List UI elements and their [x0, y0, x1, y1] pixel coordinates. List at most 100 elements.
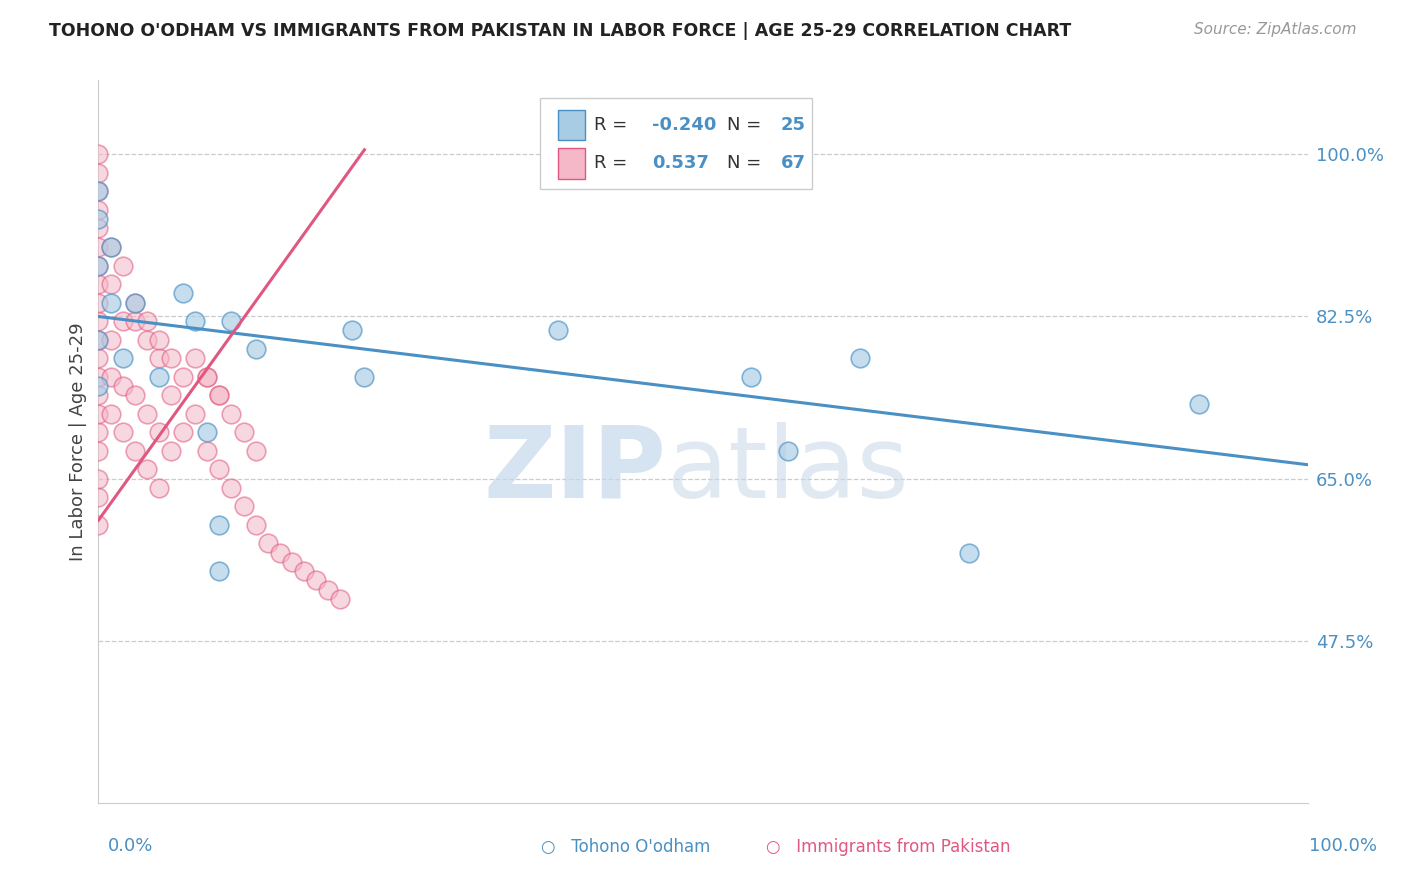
Point	[148, 425, 170, 440]
Point	[232, 425, 254, 440]
Point	[111, 314, 134, 328]
Point	[87, 425, 110, 440]
Point	[740, 369, 762, 384]
Point	[281, 555, 304, 569]
Point	[256, 536, 278, 550]
Point	[87, 379, 110, 393]
Point	[87, 259, 110, 273]
Point	[160, 388, 183, 402]
Point	[124, 295, 146, 310]
Point	[100, 295, 122, 310]
Point	[184, 314, 207, 328]
Text: ○   Tohono O'odham: ○ Tohono O'odham	[541, 838, 710, 856]
Text: 0.0%: 0.0%	[108, 837, 153, 855]
Point	[124, 388, 146, 402]
Point	[160, 351, 183, 366]
Point	[135, 462, 157, 476]
Text: TOHONO O'ODHAM VS IMMIGRANTS FROM PAKISTAN IN LABOR FORCE | AGE 25-29 CORRELATIO: TOHONO O'ODHAM VS IMMIGRANTS FROM PAKIST…	[49, 22, 1071, 40]
Text: N =: N =	[727, 154, 768, 172]
Point	[100, 333, 122, 347]
Point	[87, 185, 110, 199]
Point	[547, 323, 569, 337]
Point	[776, 443, 799, 458]
Point	[305, 574, 328, 588]
Point	[87, 351, 110, 366]
Point	[87, 443, 110, 458]
Point	[100, 369, 122, 384]
Text: ZIP: ZIP	[484, 422, 666, 519]
Point	[124, 443, 146, 458]
Point	[87, 185, 110, 199]
Point	[208, 564, 231, 578]
Point	[100, 277, 122, 291]
Point	[111, 351, 134, 366]
Point	[87, 314, 110, 328]
Point	[111, 259, 134, 273]
Point	[342, 323, 364, 337]
Point	[87, 369, 110, 384]
Point	[100, 407, 122, 421]
Point	[87, 490, 110, 504]
Point	[208, 462, 231, 476]
FancyBboxPatch shape	[558, 110, 585, 140]
Point	[184, 407, 207, 421]
Text: -0.240: -0.240	[652, 116, 717, 134]
Y-axis label: In Labor Force | Age 25-29: In Labor Force | Age 25-29	[69, 322, 87, 561]
Point	[148, 351, 170, 366]
FancyBboxPatch shape	[540, 98, 811, 189]
FancyBboxPatch shape	[558, 148, 585, 178]
Point	[292, 564, 315, 578]
Point	[184, 351, 207, 366]
Point	[353, 369, 375, 384]
Point	[100, 240, 122, 254]
Point	[135, 314, 157, 328]
Text: R =: R =	[595, 116, 633, 134]
Point	[135, 333, 157, 347]
Point	[172, 286, 194, 301]
Text: Source: ZipAtlas.com: Source: ZipAtlas.com	[1194, 22, 1357, 37]
Point	[87, 202, 110, 217]
Point	[100, 240, 122, 254]
Point	[221, 314, 243, 328]
Point	[160, 443, 183, 458]
Point	[111, 425, 134, 440]
Point	[221, 407, 243, 421]
Point	[269, 546, 291, 560]
Point	[172, 369, 194, 384]
Point	[195, 443, 218, 458]
Point	[87, 166, 110, 180]
Point	[208, 388, 231, 402]
Point	[208, 517, 231, 532]
Point	[87, 407, 110, 421]
Point	[87, 517, 110, 532]
Point	[245, 443, 267, 458]
Point	[87, 333, 110, 347]
Point	[87, 388, 110, 402]
Text: 0.537: 0.537	[652, 154, 709, 172]
Point	[124, 314, 146, 328]
Point	[172, 425, 194, 440]
Point	[245, 517, 267, 532]
Point	[195, 369, 218, 384]
Point	[87, 472, 110, 486]
Point	[87, 221, 110, 235]
Text: N =: N =	[727, 116, 768, 134]
Point	[148, 333, 170, 347]
Point	[221, 481, 243, 495]
Point	[124, 295, 146, 310]
Point	[87, 147, 110, 161]
Point	[87, 295, 110, 310]
Point	[135, 407, 157, 421]
Text: 67: 67	[780, 154, 806, 172]
Text: 25: 25	[780, 116, 806, 134]
Point	[148, 481, 170, 495]
Point	[1188, 397, 1211, 411]
Point	[232, 500, 254, 514]
Point	[111, 379, 134, 393]
Point	[957, 546, 980, 560]
Point	[316, 582, 339, 597]
Point	[87, 277, 110, 291]
Point	[849, 351, 872, 366]
Point	[245, 342, 267, 356]
Point	[87, 240, 110, 254]
